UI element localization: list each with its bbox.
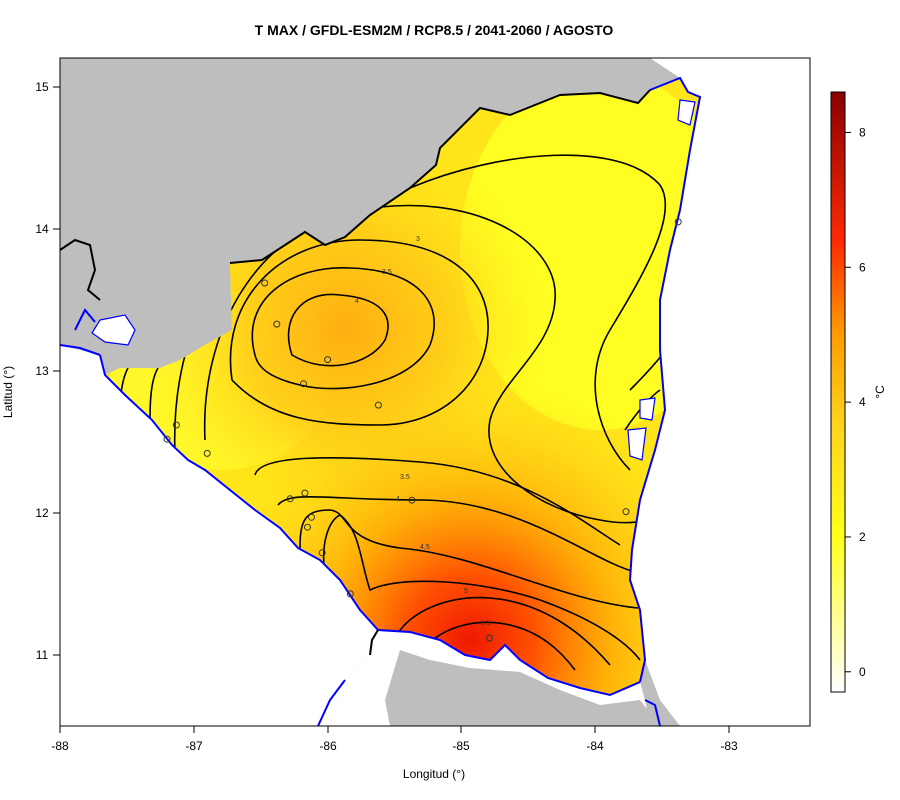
contour-labels: 3 3.5 4 3.5 4 4.5 5 5.5 (355, 236, 491, 627)
y-tick-label: 15 (35, 80, 49, 94)
x-axis: -88 -87 -86 -85 -84 -83 Longitud (°) (51, 725, 738, 781)
station-marker (172, 421, 180, 429)
contour-line (254, 456, 621, 546)
x-tick-label: -85 (452, 739, 470, 753)
station-marker (674, 218, 682, 226)
honduras-landmass (60, 58, 680, 375)
coastline-caribbean-south (644, 699, 661, 726)
colorbar-tick-label: 0 (859, 665, 866, 679)
x-tick-label: -83 (720, 739, 738, 753)
contour-label: 4.5 (420, 544, 430, 551)
plot-area: 3 3.5 4 3.5 4 4.5 5 5.5 (60, 58, 810, 726)
contour-label: 5.5 (481, 620, 491, 627)
contour-label: 4 (355, 298, 359, 305)
y-axis: 11 12 13 14 15 Latitud (°) (1, 80, 61, 662)
contour-line (287, 293, 389, 367)
station-marker (286, 495, 294, 503)
colorbar: 0 2 4 6 8 °C (830, 91, 887, 693)
station-marker (486, 634, 493, 642)
contour-line (299, 509, 639, 609)
lagoon (639, 397, 656, 421)
station-marker (374, 401, 382, 409)
colorbar-tick-label: 6 (859, 260, 866, 274)
y-tick-label: 14 (35, 222, 49, 236)
colorbar-tick-label: 8 (859, 125, 866, 139)
colorbar-tick-label: 2 (859, 530, 866, 544)
bay (677, 99, 696, 126)
station-marker (304, 523, 311, 531)
contour-line (229, 239, 489, 426)
station-marker (346, 590, 354, 598)
station-marker (622, 508, 630, 516)
border-honduras (60, 89, 651, 301)
border-costa-rica (369, 629, 379, 656)
contour-label: 5 (464, 588, 468, 595)
station-marker (273, 320, 281, 328)
station-marker (203, 449, 211, 457)
map-title: T MAX / GFDL-ESM2M / RCP8.5 / 2041-2060 … (255, 22, 614, 38)
contour-label: 4 (396, 496, 400, 503)
colorbar-gradient (830, 91, 846, 693)
coastline-gulf (60, 308, 346, 726)
colorbar-tick-label: 4 (859, 395, 866, 409)
weather-stations (163, 218, 682, 642)
costa-rica-landmass (385, 650, 660, 726)
station-marker (261, 279, 269, 287)
station-marker (324, 356, 332, 364)
contour-line (322, 514, 641, 661)
y-tick-label: 11 (36, 648, 49, 662)
x-tick-label: -84 (586, 739, 604, 753)
coastline-south (377, 629, 641, 697)
colorbar-unit-label: °C (873, 385, 887, 399)
station-marker (318, 549, 326, 557)
y-tick-label: 12 (35, 506, 49, 520)
x-tick-label: -88 (51, 739, 69, 753)
y-tick-label: 13 (35, 364, 49, 378)
contour-line (277, 495, 636, 573)
x-tick-label: -87 (185, 739, 203, 753)
lagoon (627, 427, 647, 461)
station-marker (301, 489, 309, 497)
x-tick-label: -86 (319, 739, 337, 753)
station-marker (308, 513, 315, 521)
contour-line (251, 267, 435, 390)
contour-label: 3.5 (400, 474, 410, 481)
station-marker (300, 380, 307, 388)
x-axis-title: Longitud (°) (403, 767, 465, 781)
y-axis-title: Latitud (°) (1, 366, 15, 418)
station-marker (408, 496, 416, 504)
contour-label: 3 (416, 236, 420, 243)
contour-label: 3.5 (382, 269, 392, 276)
coastline-caribbean (628, 76, 702, 683)
contour-line (429, 621, 576, 671)
pacific-ocean (60, 345, 378, 726)
contour-line (203, 204, 661, 524)
lake-managua (91, 314, 136, 346)
station-marker (163, 435, 171, 443)
colorbar-ticks: 0 2 4 6 8 (845, 125, 866, 679)
caribbean-sea (630, 58, 810, 726)
coastline-pacific (99, 354, 379, 631)
contour-line (394, 596, 611, 666)
